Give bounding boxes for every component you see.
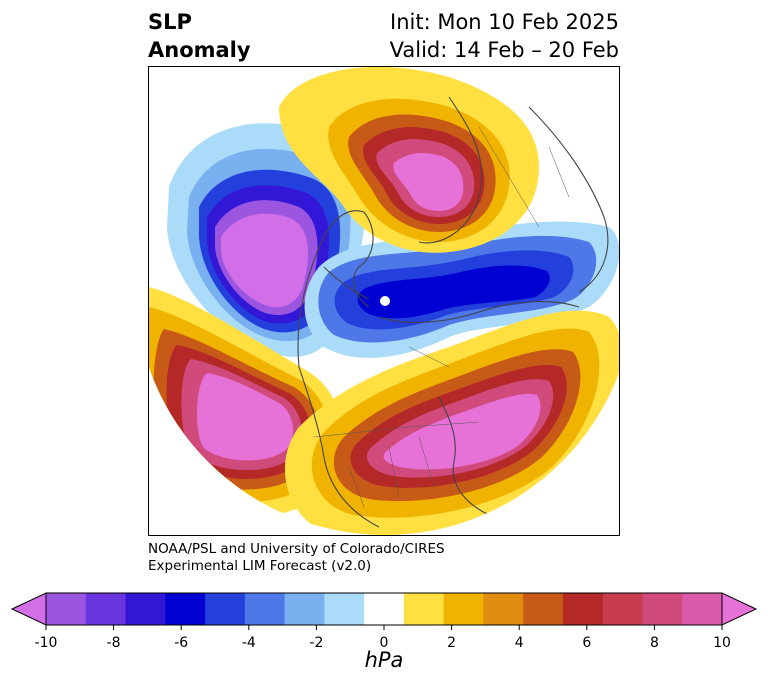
colorbar-tick-label: -10 (35, 635, 58, 651)
greenland-high-anomaly (279, 67, 539, 253)
colorbar-extend-low (10, 592, 47, 626)
colorbar-segment (46, 593, 87, 625)
credit-line-1: NOAA/PSL and University of Colorado/CIRE… (148, 541, 445, 557)
colorbar-tick-label: 0 (380, 635, 389, 651)
colorbar-segment (205, 593, 246, 625)
colorbar-segment (523, 593, 564, 625)
colorbar: -10 -8 -6 -4 -2 0 2 4 6 8 10 (10, 592, 758, 651)
coastlines (297, 96, 609, 528)
colorbar-segment (244, 593, 286, 625)
map-title: SLP Anomaly (148, 8, 251, 64)
colorbar-tick-label: 6 (582, 635, 591, 651)
colorbar-segment (483, 593, 524, 625)
valid-range: Valid: 14 Feb – 20 Feb (389, 38, 619, 62)
colorbar-tick-label: -6 (174, 635, 188, 651)
map-panel (148, 66, 620, 536)
colorbar-ticks: -10 -8 -6 -4 -2 0 2 4 6 8 10 (35, 625, 731, 651)
colorbar-segment (165, 593, 206, 625)
credit-text: NOAA/PSL and University of Colorado/CIRE… (148, 541, 445, 575)
colorbar-tick-label: 8 (650, 635, 659, 651)
colorbar-tick-label: 4 (515, 635, 524, 651)
colorbar-unit-label: hPa (364, 648, 404, 672)
colorbar-tick-label: 2 (447, 635, 456, 651)
colorbar-segment (682, 593, 723, 625)
north-pole-marker (380, 296, 390, 306)
colorbar-segment (125, 593, 166, 625)
colorbar-segments (10, 592, 758, 626)
colorbar-segment (403, 593, 445, 625)
slp-anomaly-map (149, 67, 619, 535)
title-line-1: SLP (148, 10, 192, 34)
credit-line-2: Experimental LIM Forecast (v2.0) (148, 558, 372, 574)
colorbar-tick-label: -2 (309, 635, 323, 651)
colorbar-segment (602, 593, 643, 625)
arctic-low-anomaly (304, 221, 619, 358)
title-line-2: Anomaly (148, 38, 251, 62)
colorbar-segment (284, 593, 325, 625)
atlantic-high-anomaly (284, 310, 619, 535)
colorbar-segment (562, 593, 604, 625)
colorbar-segment (324, 593, 365, 625)
colorbar-tick-label: -4 (242, 635, 256, 651)
colorbar-segment (642, 593, 683, 625)
colorbar-tick-label: 10 (713, 635, 731, 651)
forecast-dates: Init: Mon 10 Feb 2025 Valid: 14 Feb – 20… (390, 8, 619, 64)
political-borders (313, 126, 570, 508)
init-date: Init: Mon 10 Feb 2025 (390, 10, 619, 34)
colorbar-segment (443, 593, 484, 625)
colorbar-extend-high (721, 592, 758, 626)
colorbar-segment (364, 593, 405, 625)
colorbar-segment (85, 593, 127, 625)
colorbar-tick-label: -8 (107, 635, 121, 651)
